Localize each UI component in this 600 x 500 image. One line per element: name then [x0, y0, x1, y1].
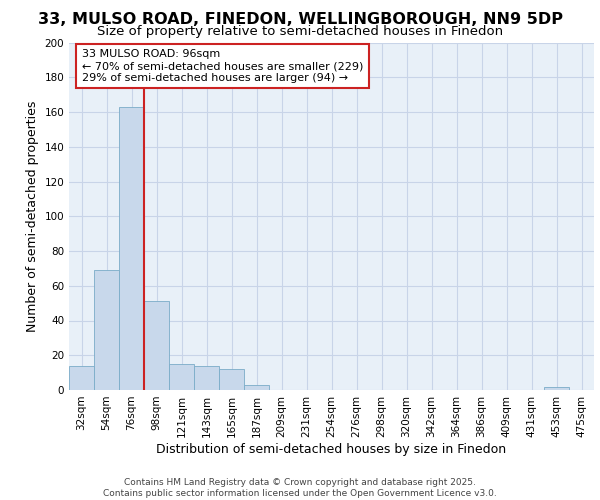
- Bar: [169, 364, 194, 390]
- Text: Contains HM Land Registry data © Crown copyright and database right 2025.
Contai: Contains HM Land Registry data © Crown c…: [103, 478, 497, 498]
- Bar: [69, 366, 94, 390]
- Bar: [244, 385, 269, 390]
- Text: Size of property relative to semi-detached houses in Finedon: Size of property relative to semi-detach…: [97, 25, 503, 38]
- X-axis label: Distribution of semi-detached houses by size in Finedon: Distribution of semi-detached houses by …: [157, 442, 506, 456]
- Bar: [94, 270, 119, 390]
- Y-axis label: Number of semi-detached properties: Number of semi-detached properties: [26, 100, 39, 332]
- Bar: [219, 369, 244, 390]
- Bar: [194, 366, 219, 390]
- Bar: [544, 386, 569, 390]
- Bar: [144, 302, 169, 390]
- Bar: [119, 107, 144, 390]
- Text: 33 MULSO ROAD: 96sqm
← 70% of semi-detached houses are smaller (229)
29% of semi: 33 MULSO ROAD: 96sqm ← 70% of semi-detac…: [82, 50, 364, 82]
- Text: 33, MULSO ROAD, FINEDON, WELLINGBOROUGH, NN9 5DP: 33, MULSO ROAD, FINEDON, WELLINGBOROUGH,…: [37, 12, 563, 28]
